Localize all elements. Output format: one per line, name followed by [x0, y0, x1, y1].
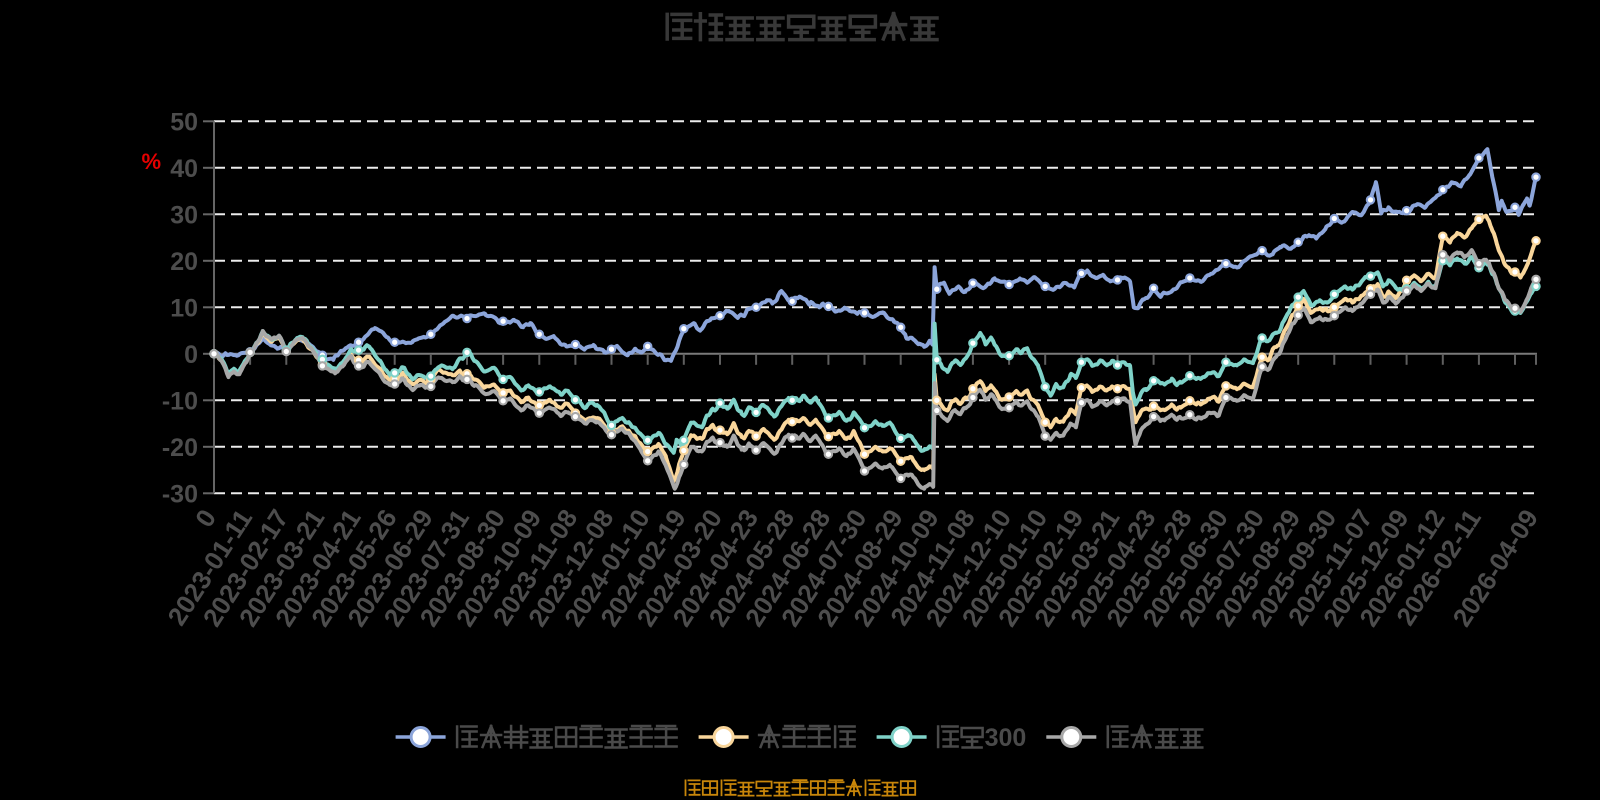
svg-text:0: 0: [184, 341, 198, 369]
svg-text:20: 20: [170, 248, 198, 276]
svg-text:-20: -20: [162, 434, 198, 462]
svg-text:40: 40: [170, 155, 198, 183]
svg-text:30: 30: [170, 201, 198, 229]
svg-text:-30: -30: [162, 480, 198, 508]
svg-text:300: 300: [985, 724, 1027, 752]
svg-text:10: 10: [170, 294, 198, 322]
svg-text:-10: -10: [162, 387, 198, 415]
svg-text:50: 50: [170, 108, 198, 136]
svg-text:%: %: [141, 149, 161, 174]
